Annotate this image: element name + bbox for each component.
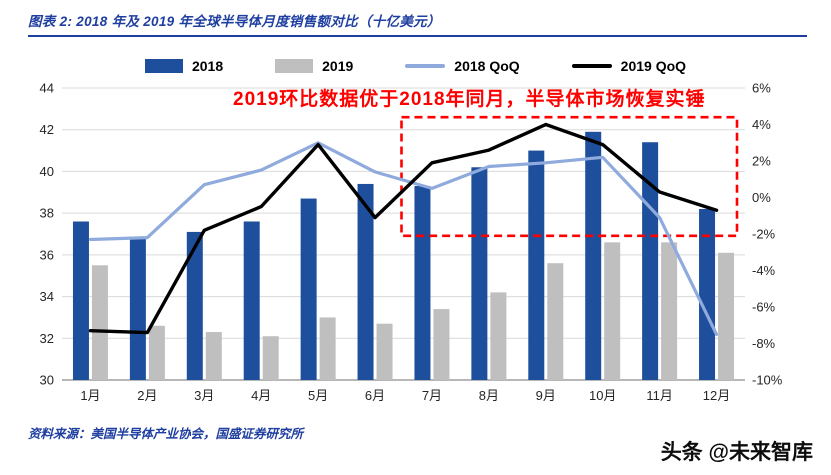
legend-item-2019-qoq: 2019 QoQ bbox=[571, 58, 687, 74]
legend-line-swatch-icon bbox=[571, 64, 612, 68]
bar-2019-7月 bbox=[433, 309, 450, 380]
svg-text:-6%: -6% bbox=[752, 300, 776, 315]
bar-2019-10月 bbox=[604, 242, 621, 380]
bar-2018-2月 bbox=[129, 238, 146, 380]
legend-line-swatch-icon bbox=[405, 64, 446, 68]
source-note: 资料来源：美国半导体产业协会，国盛证券研究所 bbox=[28, 427, 304, 441]
title-divider bbox=[28, 35, 807, 37]
bar-2018-9月 bbox=[528, 150, 545, 380]
gridlines bbox=[62, 87, 745, 381]
bar-2018-6月 bbox=[357, 183, 374, 380]
svg-text:2月: 2月 bbox=[137, 388, 157, 403]
svg-text:-4%: -4% bbox=[752, 263, 776, 278]
bar-2019-11月 bbox=[661, 242, 678, 380]
svg-text:-8%: -8% bbox=[752, 336, 776, 351]
watermark: 头条 @未来智库 bbox=[660, 441, 813, 464]
legend-label: 2018 QoQ bbox=[454, 58, 520, 74]
svg-text:38: 38 bbox=[40, 206, 54, 221]
bar-2019-9月 bbox=[547, 263, 564, 380]
right-axis-labels: 6% 4% 2% 0% -2% -4% -6% -8% -10% bbox=[752, 81, 783, 388]
bar-2019-1月 bbox=[91, 265, 108, 380]
svg-text:6%: 6% bbox=[752, 81, 771, 96]
bar-2018-12月 bbox=[699, 208, 716, 380]
x-axis-labels: 1月 2月 3月 4月 5月 6月 7月 8月 9月 10月 11月 12月 bbox=[80, 388, 730, 403]
svg-text:12月: 12月 bbox=[703, 388, 730, 403]
bars-2019 bbox=[91, 242, 735, 380]
bar-2019-6月 bbox=[376, 323, 393, 380]
bar-2018-3月 bbox=[186, 231, 203, 380]
svg-text:-10%: -10% bbox=[752, 373, 783, 388]
bar-2019-12月 bbox=[718, 252, 735, 380]
left-axis-labels: 44 42 40 38 36 34 32 30 bbox=[40, 81, 54, 388]
legend-label: 2018 bbox=[191, 58, 224, 74]
svg-text:11月: 11月 bbox=[646, 388, 673, 403]
svg-text:10月: 10月 bbox=[589, 388, 616, 403]
bar-2019-8月 bbox=[490, 292, 507, 380]
svg-text:1月: 1月 bbox=[80, 388, 100, 403]
line-2018 QoQ bbox=[88, 141, 719, 336]
svg-text:30: 30 bbox=[40, 373, 54, 388]
line-2019 QoQ bbox=[88, 122, 719, 335]
svg-text:36: 36 bbox=[40, 247, 54, 262]
bar-2019-2月 bbox=[148, 325, 165, 380]
svg-text:7月: 7月 bbox=[422, 388, 442, 403]
bar-2018-7月 bbox=[414, 186, 431, 380]
bar-2019-5月 bbox=[319, 317, 336, 380]
svg-text:44: 44 bbox=[40, 81, 54, 96]
legend-label: 2019 QoQ bbox=[620, 58, 687, 74]
bar-2019-3月 bbox=[205, 332, 222, 380]
bar-2018-4月 bbox=[243, 221, 260, 380]
svg-text:4%: 4% bbox=[752, 117, 771, 132]
legend-bar-swatch-icon bbox=[275, 59, 314, 73]
chart-title: 图表 2: 2018 年及 2019 年全球半导体月度销售额对比（十亿美元） bbox=[28, 14, 441, 29]
bar-2018-1月 bbox=[72, 221, 89, 380]
svg-text:0%: 0% bbox=[752, 190, 771, 205]
legend-bar-swatch-icon bbox=[144, 59, 183, 73]
svg-text:32: 32 bbox=[40, 331, 54, 346]
chart-annotation: 2019环比数据优于2018年同月，半导体市场恢复实锤 bbox=[233, 89, 706, 110]
chart-legend: 2018 2019 2018 QoQ 2019 QoQ bbox=[0, 58, 831, 74]
svg-text:40: 40 bbox=[40, 164, 54, 179]
svg-text:3月: 3月 bbox=[194, 388, 214, 403]
legend-label: 2019 bbox=[322, 58, 354, 74]
bar-2018-5月 bbox=[300, 198, 317, 380]
legend-item-2018: 2018 bbox=[144, 58, 224, 74]
svg-text:-2%: -2% bbox=[752, 227, 776, 242]
bar-2018-10月 bbox=[585, 131, 602, 380]
svg-text:4月: 4月 bbox=[251, 388, 271, 403]
legend-item-2019: 2019 bbox=[275, 58, 353, 74]
svg-text:9月: 9月 bbox=[536, 388, 556, 403]
svg-text:42: 42 bbox=[40, 122, 54, 137]
svg-text:5月: 5月 bbox=[308, 388, 328, 403]
svg-text:6月: 6月 bbox=[365, 388, 385, 403]
svg-text:8月: 8月 bbox=[479, 388, 499, 403]
svg-text:34: 34 bbox=[40, 289, 54, 304]
highlight-box bbox=[400, 115, 739, 238]
svg-text:2%: 2% bbox=[752, 154, 771, 169]
bar-2018-8月 bbox=[471, 167, 488, 380]
legend-item-2018-qoq: 2018 QoQ bbox=[405, 58, 520, 74]
bar-2019-4月 bbox=[262, 336, 279, 380]
